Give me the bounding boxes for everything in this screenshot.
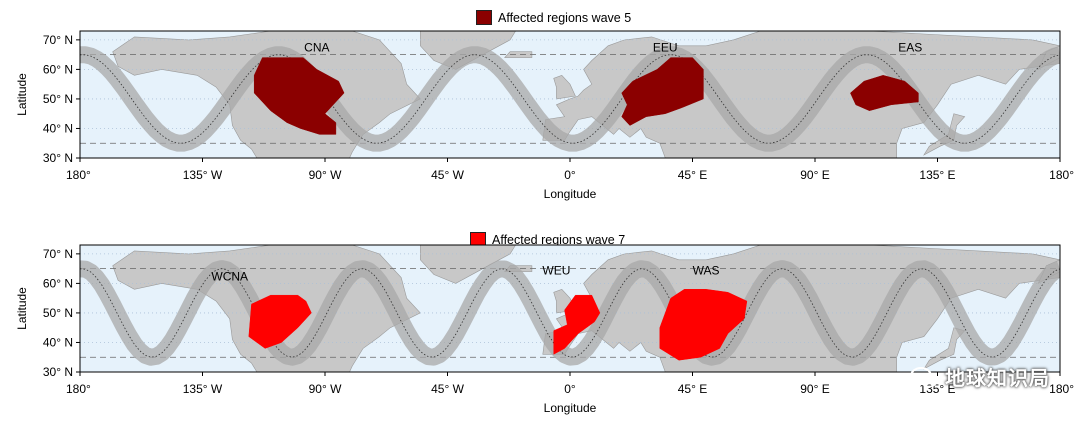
wave-center-line	[80, 54, 1060, 144]
affected-region	[253, 57, 345, 135]
x-tick-label: 0°	[564, 382, 576, 396]
affected-region	[248, 294, 312, 349]
y-tick-label: 60° N	[43, 62, 73, 76]
legend-label-wave7: Affected regions wave 7	[492, 232, 626, 247]
legend-wave7: Affected regions wave 7	[470, 232, 625, 247]
region-label: CNA	[304, 41, 329, 55]
wave-band	[80, 260, 1060, 366]
region-label: WAS	[693, 264, 720, 278]
landmass	[420, 245, 516, 284]
affected-region	[621, 57, 704, 126]
affected-region	[553, 294, 601, 355]
y-tick-label: 30° N	[43, 151, 73, 165]
legend-swatch-wave5	[476, 10, 492, 25]
x-tick-label: 45° E	[678, 168, 707, 182]
watermark: 地球知识局	[909, 362, 1050, 391]
x-tick-label: 180°	[66, 168, 91, 182]
landmass	[553, 74, 576, 100]
y-tick-label: 40° N	[43, 335, 73, 349]
region-label: WCNA	[211, 269, 248, 283]
legend-wave5: Affected regions wave 5	[476, 10, 631, 25]
x-tick-label: 180°	[1049, 382, 1074, 396]
x-tick-label: 135° E	[919, 168, 955, 182]
region-label: WEU	[542, 264, 570, 278]
x-tick-label: 90° E	[800, 382, 829, 396]
y-tick-label: 60° N	[43, 276, 73, 290]
x-tick-label: 0°	[564, 168, 576, 182]
y-axis-label: Latitude	[15, 73, 29, 116]
map-panel-wave5: CNA EEU EAS 70° N 60° N 50° N 40° N 30° N Latitu…	[15, 30, 1074, 201]
y-tick-label: 50° N	[43, 92, 73, 106]
x-tick-label: 45° E	[678, 382, 707, 396]
x-tick-label: 90° W	[309, 382, 342, 396]
landmass	[504, 51, 533, 58]
y-tick-label: 70° N	[43, 247, 73, 261]
x-tick-label: 90° W	[309, 168, 342, 182]
x-tick-label: 45° W	[431, 382, 464, 396]
x-tick-label: 135° W	[183, 168, 223, 182]
affected-region	[850, 75, 919, 111]
watermark-text: 地球知识局	[945, 368, 1050, 390]
legend-label-wave5: Affected regions wave 5	[498, 10, 632, 25]
y-tick-label: 40° N	[43, 121, 73, 135]
x-tick-label: 180°	[66, 382, 91, 396]
y-tick-label: 70° N	[43, 33, 73, 47]
region-label: EAS	[898, 41, 922, 55]
y-tick-label: 50° N	[43, 306, 73, 320]
region-label: EEU	[653, 41, 678, 55]
affected-region	[659, 289, 748, 361]
x-tick-label: 180°	[1049, 168, 1074, 182]
x-tick-label: 90° E	[800, 168, 829, 182]
x-axis-label: Longitude	[544, 401, 597, 415]
wechat-icon	[910, 366, 938, 387]
y-tick-label: 30° N	[43, 365, 73, 379]
map-panel-wave7: WCNA WEU WAS 70° N 60° N 50° N 40° N 30° N Latit…	[15, 244, 1074, 415]
x-tick-label: 45° W	[431, 168, 464, 182]
x-tick-label: 135° W	[183, 382, 223, 396]
y-axis-label: Latitude	[15, 287, 29, 330]
x-axis-label: Longitude	[544, 187, 597, 201]
